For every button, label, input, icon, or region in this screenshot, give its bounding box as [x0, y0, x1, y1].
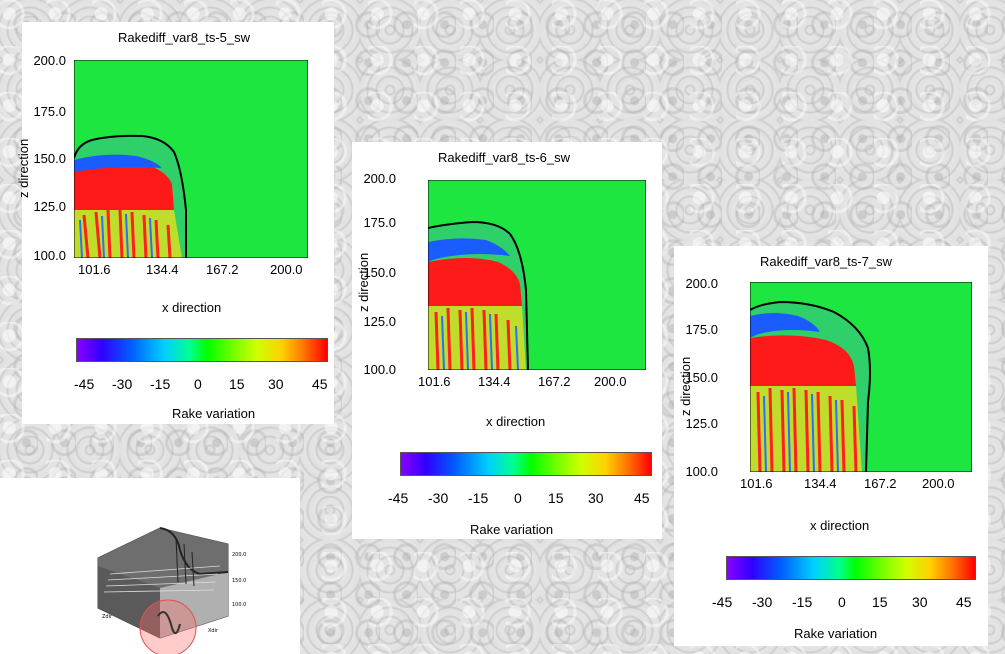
y-tick-label: 175.0	[685, 322, 718, 337]
colorbar-tick: 45	[634, 490, 650, 506]
x-tick-label: 167.2	[538, 374, 571, 389]
y-tick-label: 150.0	[685, 370, 718, 385]
colorbar-tick: -30	[112, 376, 133, 392]
heatmap-plot	[428, 180, 646, 370]
y-tick-label: 200.0	[685, 276, 718, 291]
chart-title: Rakediff_var8_ts-6_sw	[438, 150, 570, 165]
chart-panel-1: Rakediff_var8_ts-5_sw 200.0 175.0 150.0 …	[16, 22, 334, 424]
x-tick-label: 101.6	[740, 476, 773, 491]
chart-title: Rakediff_var8_ts-5_sw	[118, 30, 250, 45]
y-tick-label: 150.0	[363, 265, 396, 280]
colorbar-tick: 15	[548, 490, 564, 506]
x-tick-label: 200.0	[270, 262, 303, 277]
svg-text:Zdir: Zdir	[102, 614, 113, 620]
colorbar-tick: 0	[838, 594, 846, 610]
y-tick-label: 125.0	[363, 314, 396, 329]
colorbar-tick: 15	[229, 376, 245, 392]
colorbar-label: Rake variation	[172, 406, 256, 421]
colorbar-tick: -45	[712, 594, 733, 610]
colorbar-tick: 45	[312, 376, 328, 392]
chart-panel-3: Rakediff_var8_ts-7_sw 200.0 175.0 150.0 …	[674, 246, 988, 646]
y-tick-label: 200.0	[33, 53, 66, 68]
colorbar-tick: -30	[428, 490, 449, 506]
y-tick-label: 175.0	[363, 215, 396, 230]
colorbar-tick: -15	[150, 376, 171, 392]
colorbar	[76, 338, 328, 362]
surface-thumbnail-panel: 200.0 150.0 100.0 Zdir Xdir	[0, 478, 300, 654]
x-axis-label: x direction	[810, 518, 870, 533]
y-axis-label: z direction	[356, 252, 371, 312]
x-tick-label: 167.2	[206, 262, 239, 277]
colorbar-tick: 0	[194, 376, 202, 392]
colorbar-tick: -30	[752, 594, 773, 610]
wave-front-region	[750, 300, 871, 472]
x-axis-label: x direction	[486, 414, 546, 429]
colorbar-label: Rake variation	[470, 522, 554, 537]
y-axis-label: z direction	[16, 138, 31, 198]
svg-text:200.0: 200.0	[232, 552, 246, 558]
wave-front-region	[74, 134, 187, 258]
colorbar-tick: 0	[514, 490, 522, 506]
colorbar	[726, 556, 976, 580]
heatmap-plot	[750, 282, 972, 472]
y-axis-label: z direction	[678, 356, 693, 416]
colorbar-tick: -15	[468, 490, 489, 506]
x-tick-label: 200.0	[922, 476, 955, 491]
x-tick-label: 134.4	[804, 476, 837, 491]
colorbar-tick: 15	[872, 594, 888, 610]
x-tick-label: 134.4	[146, 262, 179, 277]
x-axis-label: x direction	[162, 300, 222, 315]
y-tick-label: 150.0	[33, 151, 66, 166]
colorbar-tick: 30	[912, 594, 928, 610]
heatmap-plot	[74, 60, 308, 258]
y-tick-label: 200.0	[363, 171, 396, 186]
y-tick-label: 125.0	[685, 416, 718, 431]
x-tick-label: 101.6	[418, 374, 451, 389]
colorbar-tick: -45	[74, 376, 95, 392]
colorbar-tick: -15	[792, 594, 813, 610]
wave-front-region	[428, 220, 529, 370]
x-tick-label: 101.6	[78, 262, 111, 277]
colorbar	[400, 452, 652, 476]
colorbar-tick: 30	[588, 490, 604, 506]
colorbar-tick: -45	[388, 490, 409, 506]
x-tick-label: 134.4	[478, 374, 511, 389]
y-tick-label: 175.0	[33, 104, 66, 119]
x-tick-label: 200.0	[594, 374, 627, 389]
chart-panel-2: Rakediff_var8_ts-6_sw 200.0 175.0 150.0 …	[352, 142, 662, 539]
colorbar-tick: 45	[956, 594, 972, 610]
y-tick-label: 125.0	[33, 199, 66, 214]
y-tick-label: 100.0	[685, 464, 718, 479]
y-tick-label: 100.0	[33, 248, 66, 263]
colorbar-label: Rake variation	[794, 626, 878, 641]
svg-text:Xdir: Xdir	[208, 628, 219, 634]
svg-text:100.0: 100.0	[232, 602, 246, 608]
y-tick-label: 100.0	[363, 362, 396, 377]
x-tick-label: 167.2	[864, 476, 897, 491]
svg-text:150.0: 150.0	[232, 578, 246, 584]
colorbar-tick: 30	[268, 376, 284, 392]
chart-title: Rakediff_var8_ts-7_sw	[760, 254, 892, 269]
surface-plot-thumbnail: 200.0 150.0 100.0 Zdir Xdir	[97, 527, 246, 654]
